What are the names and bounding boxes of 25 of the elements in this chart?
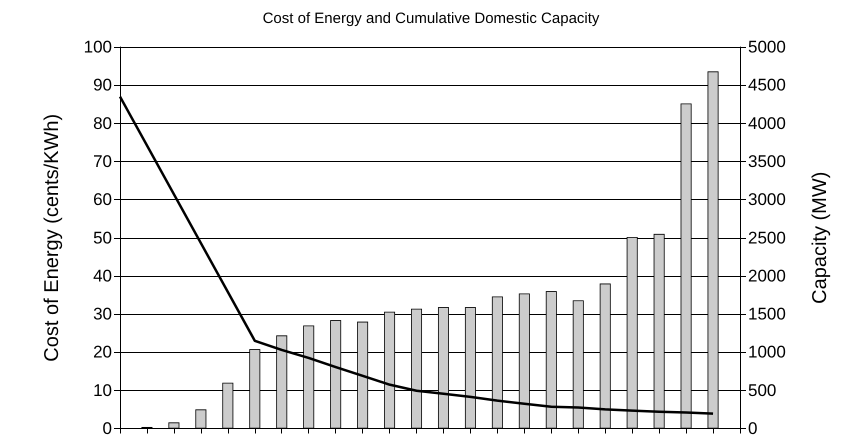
y2-tick-label: 5000 (748, 38, 786, 56)
y-tick-label: 20 (93, 342, 112, 362)
y2-tick-label: 4000 (748, 114, 786, 133)
y-tick-label: 60 (93, 190, 112, 210)
y2-tick-label: 2500 (748, 228, 786, 248)
y2-axis-title: Capacity (MW) (809, 172, 831, 304)
y-tick-label: 30 (93, 304, 112, 324)
y2-tick-label: 2000 (748, 266, 786, 286)
y2-tick-label: 500 (748, 380, 776, 400)
y2-tick-label: 4500 (748, 76, 786, 95)
y-tick-label: 90 (93, 76, 112, 95)
y-tick-label: 100 (84, 38, 112, 56)
y2-tick-label: 3000 (748, 190, 786, 210)
y2-tick-label: 0 (748, 419, 758, 437)
y-tick-label: 70 (93, 152, 112, 171)
chart-title: Cost of Energy and Cumulative Domestic Capacity (262, 10, 600, 27)
y2-tick-label: 1500 (748, 304, 786, 324)
y-tick-label: 10 (93, 380, 112, 400)
y-tick-label: 80 (93, 114, 112, 133)
y-tick-label: 0 (102, 419, 112, 437)
y-tick-label: 40 (93, 266, 112, 286)
y-axis-title: Cost of Energy (cents/KWh) (41, 114, 63, 362)
y2-tick-label: 3500 (748, 152, 786, 171)
y-tick-label: 50 (93, 228, 112, 248)
y2-tick-label: 1000 (748, 342, 786, 362)
